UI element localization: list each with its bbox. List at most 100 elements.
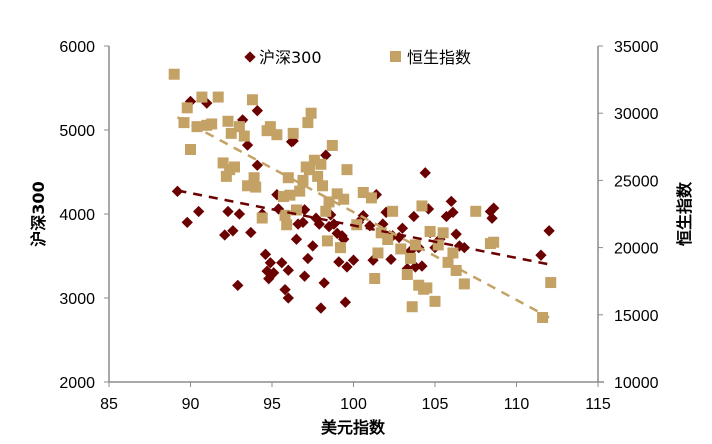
data-point	[315, 158, 327, 170]
data-point	[470, 205, 482, 217]
data-point	[222, 115, 234, 127]
data-point	[294, 185, 306, 197]
data-point	[458, 278, 470, 290]
data-point	[437, 227, 449, 239]
diamond-marker-icon	[244, 51, 256, 63]
data-point	[351, 219, 363, 231]
data-point	[326, 139, 338, 151]
y-tick-label: 6000	[59, 39, 95, 56]
data-point	[264, 257, 277, 269]
x-tick-label: 95	[263, 396, 281, 413]
data-point	[251, 105, 263, 117]
data-point	[409, 239, 421, 251]
data-point	[229, 161, 241, 173]
data-point	[233, 208, 246, 220]
data-point	[334, 242, 346, 254]
data-point	[246, 94, 258, 106]
right-y-axis: 10000 15000 20000 25000 30000 35000	[597, 39, 659, 392]
data-point	[245, 226, 257, 239]
data-point	[429, 295, 441, 307]
x-tick-label: 105	[422, 396, 449, 413]
data-point	[333, 256, 345, 268]
x-axis-title: 美元指数	[321, 418, 386, 437]
data-point	[486, 212, 498, 224]
data-point	[396, 222, 409, 234]
y-tick-label: 3000	[59, 291, 95, 308]
y2-tick-label: 15000	[614, 308, 659, 325]
y2-tick-label: 30000	[614, 106, 659, 123]
data-point	[284, 189, 296, 201]
data-point	[488, 236, 500, 248]
data-point	[222, 205, 234, 218]
y-tick-label: 4000	[59, 207, 95, 224]
data-point	[387, 205, 399, 217]
legend-label-hs300: 沪深300	[259, 48, 322, 67]
data-point	[282, 172, 294, 184]
data-point	[401, 268, 413, 280]
data-point	[488, 202, 500, 214]
legend-item-hs300: 沪深300	[244, 48, 322, 67]
data-point	[372, 247, 384, 259]
data-point	[219, 229, 231, 241]
data-point	[307, 240, 319, 252]
data-point	[279, 283, 291, 296]
data-point	[233, 121, 245, 133]
data-point	[282, 292, 294, 304]
data-point	[227, 225, 239, 237]
data-point	[405, 252, 417, 264]
data-point	[382, 234, 394, 246]
trendline	[176, 116, 550, 319]
data-point	[178, 117, 190, 129]
data-point	[543, 225, 555, 237]
data-point	[320, 149, 332, 161]
y2-axis-title: 恒生指数	[675, 181, 694, 246]
data-point	[331, 188, 343, 200]
data-point	[206, 118, 218, 130]
data-point	[290, 204, 302, 216]
data-point	[447, 206, 459, 218]
data-point	[241, 139, 254, 151]
data-point	[312, 170, 324, 182]
x-tick-label: 110	[504, 396, 530, 413]
data-point	[238, 130, 250, 142]
data-point	[424, 225, 436, 237]
legend-label-hsi: 恒生指数	[407, 48, 471, 67]
y-axis-title: 沪深300	[29, 181, 48, 246]
y2-tick-label: 10000	[614, 375, 659, 392]
data-point	[305, 107, 317, 119]
data-point	[341, 164, 353, 176]
data-point	[308, 154, 320, 166]
data-point	[232, 279, 244, 292]
data-point	[196, 91, 208, 103]
data-point	[281, 219, 293, 231]
data-point	[297, 174, 309, 186]
y-tick-label: 2000	[59, 375, 95, 392]
data-point	[267, 267, 280, 279]
data-point	[365, 192, 377, 204]
data-point	[315, 302, 327, 314]
x-axis: 85 90 95 100 105 110 115	[100, 381, 611, 413]
data-point	[168, 68, 180, 80]
data-point	[450, 264, 462, 276]
data-point	[212, 91, 224, 103]
data-point	[259, 248, 272, 260]
data-point	[447, 247, 459, 259]
data-point	[445, 195, 457, 208]
data-point	[318, 277, 330, 289]
data-point	[421, 282, 433, 294]
data-point	[192, 205, 205, 218]
data-point	[225, 127, 237, 139]
legend: 沪深300 恒生指数	[244, 48, 471, 67]
data-point	[277, 191, 289, 203]
data-point	[271, 129, 283, 141]
data-point	[264, 121, 276, 133]
data-point	[419, 167, 431, 179]
data-point	[302, 117, 314, 129]
data-point	[303, 164, 315, 176]
legend-item-hsi: 恒生指数	[390, 48, 471, 67]
data-point	[181, 102, 193, 114]
y2-tick-label: 35000	[614, 39, 659, 56]
left-y-axis: 2000 3000 4000 5000 6000	[59, 39, 110, 392]
square-marker-icon	[390, 51, 401, 62]
